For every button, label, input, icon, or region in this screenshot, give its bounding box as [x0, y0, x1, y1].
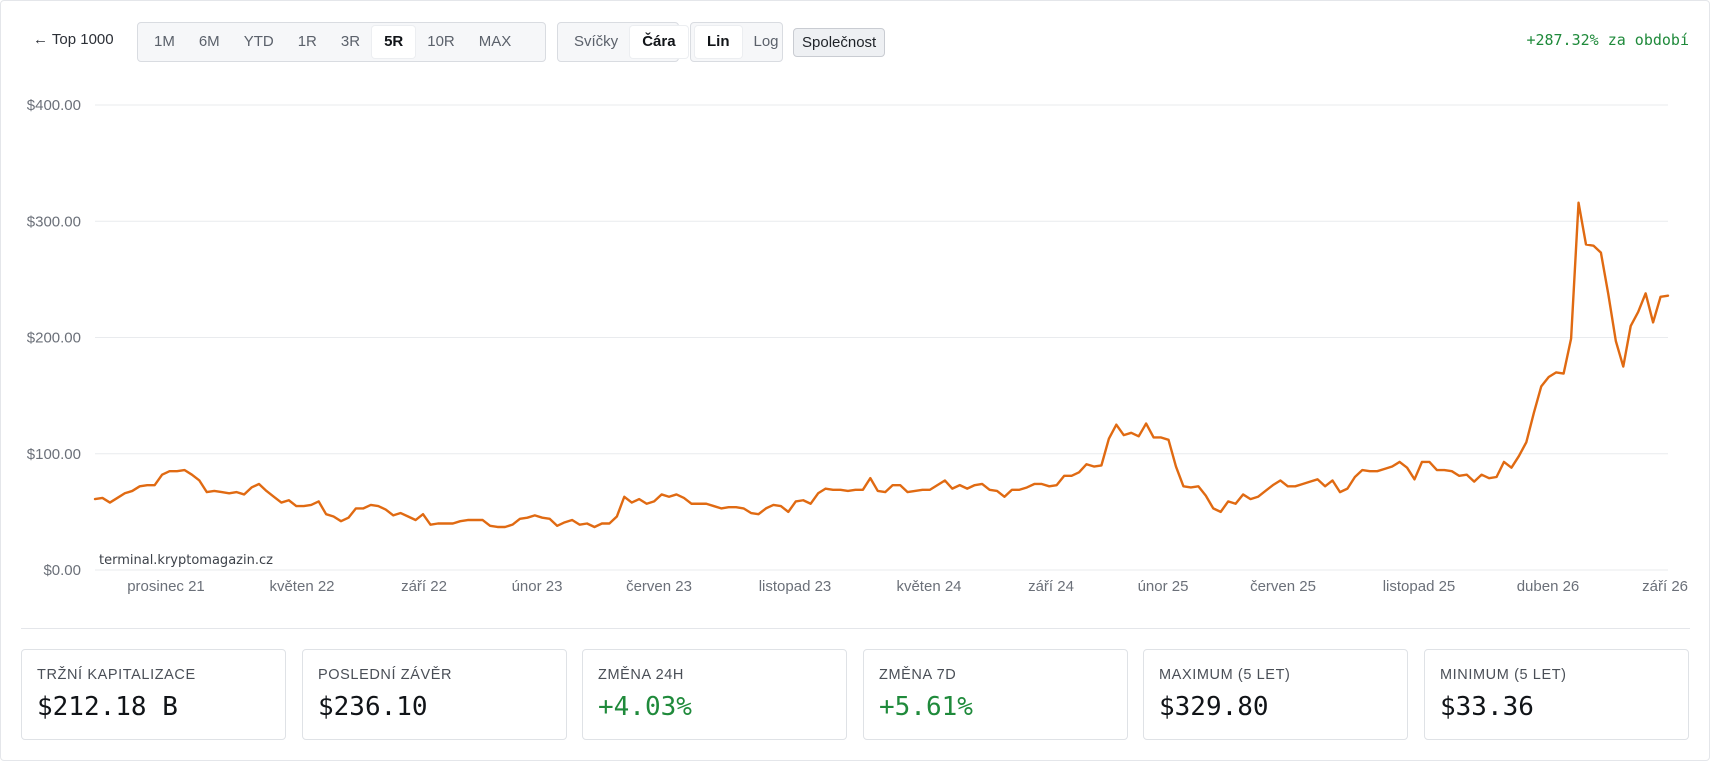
x-tick-label: září 24: [1028, 578, 1074, 595]
range-button-1r[interactable]: 1R: [297, 33, 317, 50]
stat-card-market-cap: TRŽNÍ KAPITALIZACE $212.18 B: [21, 649, 286, 740]
stat-card-change-24h: ZMĚNA 24H +4.03%: [582, 649, 847, 740]
scale-lin-button[interactable]: Lin: [695, 26, 742, 58]
stat-label: MINIMUM (5 LET): [1440, 667, 1567, 683]
range-button-1m[interactable]: 1M: [154, 33, 175, 50]
y-tick-label: $300.00: [27, 213, 81, 230]
y-tick-label: $0.00: [43, 562, 81, 579]
stat-card-last-close: POSLEDNÍ ZÁVĚR $236.10: [302, 649, 567, 740]
price-line-chart[interactable]: $0.00 $100.00 $200.00 $300.00 $400.00 prosine…: [0, 86, 1710, 606]
stat-value: $329.80: [1159, 692, 1269, 722]
x-tick-label: červen 25: [1250, 578, 1316, 595]
stat-label: POSLEDNÍ ZÁVĚR: [318, 667, 453, 683]
stat-value: $212.18 B: [37, 692, 178, 722]
stat-label: TRŽNÍ KAPITALIZACE: [37, 667, 196, 683]
x-tick-label: červen 23: [626, 578, 692, 595]
chart-toolbar: ← Top 1000 1M 6M YTD 1R 3R 5R 10R MAX Sv…: [0, 0, 1710, 86]
price-series-line: [93, 201, 1670, 529]
chart-type-candles-button[interactable]: Svíčky: [574, 33, 619, 50]
x-tick-label: květen 24: [896, 578, 961, 595]
x-tick-label: listopad 25: [1383, 578, 1456, 595]
period-change-value: +287.32% za období: [1526, 31, 1689, 49]
stat-value: $236.10: [318, 692, 428, 722]
stat-value: +5.61%: [879, 692, 973, 722]
y-tick-label: $100.00: [27, 446, 81, 463]
x-tick-label: prosinec 21: [127, 578, 205, 595]
x-tick-label: duben 26: [1517, 578, 1580, 595]
back-to-top-1000-link[interactable]: ← Top 1000: [33, 31, 114, 48]
stat-label: ZMĚNA 24H: [598, 667, 684, 683]
range-button-3r[interactable]: 3R: [340, 33, 361, 50]
scale-selector: Lin Log: [690, 22, 783, 62]
watermark-text: terminal.kryptomagazin.cz: [99, 553, 273, 568]
x-tick-label: září 22: [401, 578, 447, 595]
range-button-5r[interactable]: 5R: [372, 26, 416, 58]
range-button-ytd[interactable]: YTD: [243, 33, 274, 50]
x-tick-label: únor 25: [1138, 578, 1189, 595]
stat-label: ZMĚNA 7D: [879, 667, 957, 683]
stat-value: +4.03%: [598, 692, 692, 722]
chart-divider: [21, 628, 1690, 629]
stat-card-max-5y: MAXIMUM (5 LET) $329.80: [1143, 649, 1408, 740]
y-tick-label: $400.00: [27, 97, 81, 114]
stat-label: MAXIMUM (5 LET): [1159, 667, 1291, 683]
stat-card-change-7d: ZMĚNA 7D +5.61%: [863, 649, 1128, 740]
x-tick-label: únor 23: [512, 578, 563, 595]
range-button-max[interactable]: MAX: [478, 33, 512, 50]
range-button-6m[interactable]: 6M: [198, 33, 220, 50]
stat-card-min-5y: MINIMUM (5 LET) $33.36: [1424, 649, 1689, 740]
chart-type-selector: Svíčky Čára: [557, 22, 688, 62]
scale-log-button[interactable]: Log: [753, 33, 779, 50]
company-toggle-button[interactable]: Společnost: [793, 28, 886, 57]
x-tick-label: listopad 23: [759, 578, 832, 595]
stat-value: $33.36: [1440, 692, 1534, 722]
range-button-10r[interactable]: 10R: [427, 33, 455, 50]
range-selector: 1M 6M YTD 1R 3R 5R 10R MAX: [137, 22, 546, 62]
chart-type-line-button[interactable]: Čára: [630, 26, 688, 58]
y-tick-label: $200.00: [27, 330, 81, 347]
x-tick-label: září 26: [1642, 578, 1688, 595]
x-tick-label: květen 22: [269, 578, 334, 595]
